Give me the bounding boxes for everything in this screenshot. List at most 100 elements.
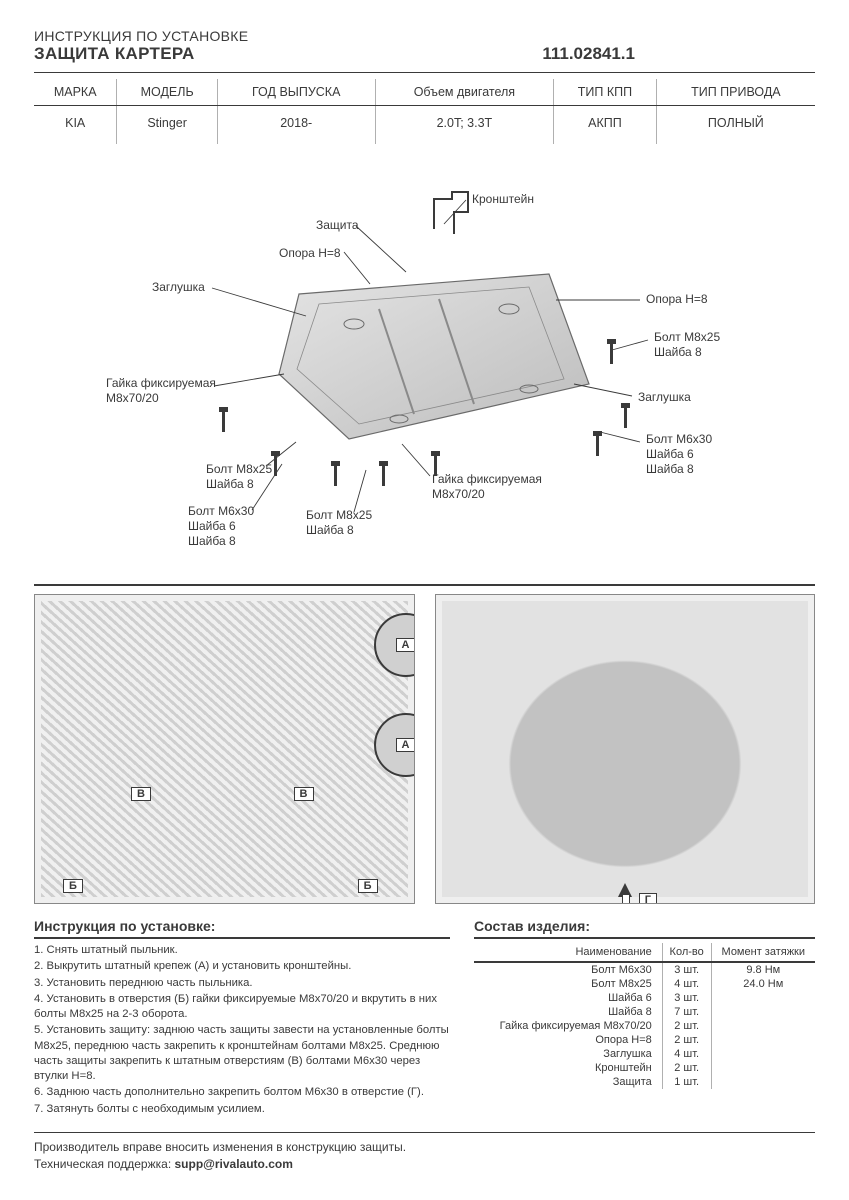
doc-title: ЗАЩИТА КАРТЕРА bbox=[34, 44, 542, 64]
callout-support2: Опора H=8 bbox=[646, 292, 708, 307]
part-torque bbox=[711, 1033, 815, 1047]
parts-col: Кол-во bbox=[662, 943, 711, 962]
parts-row: Гайка фиксируемая M8x70/202 шт. bbox=[474, 1019, 815, 1033]
instruction-step: 2. Выкрутить штатный крепеж (А) и устано… bbox=[34, 959, 450, 974]
arrow-g-icon bbox=[618, 883, 632, 897]
part-torque bbox=[711, 1061, 815, 1075]
support-label: Техническая поддержка: bbox=[34, 1157, 174, 1171]
disclaimer: Производитель вправе вносить изменения в… bbox=[34, 1139, 815, 1156]
callout-bolt825c: Болт M8x25Шайба 8 bbox=[306, 508, 372, 538]
callout-bolt825b: Болт M8x25Шайба 8 bbox=[206, 462, 272, 492]
part-name: Болт M8x25 bbox=[474, 977, 662, 991]
callout-bolt630b: Болт M6x30Шайба 6Шайба 8 bbox=[188, 504, 254, 549]
part-name: Опора H=8 bbox=[474, 1033, 662, 1047]
header-rule bbox=[34, 72, 815, 73]
spec-header-row: МАРКА МОДЕЛЬ ГОД ВЫПУСКА Объем двигателя… bbox=[34, 79, 815, 106]
bottom-section: Инструкция по установке: 1. Снять штатны… bbox=[34, 918, 815, 1118]
spec-cell: ПОЛНЫЙ bbox=[656, 106, 815, 145]
part-torque bbox=[711, 991, 815, 1005]
part-qty: 3 шт. bbox=[662, 962, 711, 977]
instruction-step: 3. Установить переднюю часть пыльника. bbox=[34, 976, 450, 991]
exploded-diagram: Кронштейн Защита Опора H=8 Заглушка Опора H=… bbox=[34, 154, 815, 574]
spec-col: ТИП ПРИВОДА bbox=[656, 79, 815, 106]
part-name: Болт M6x30 bbox=[474, 962, 662, 977]
part-torque bbox=[711, 1075, 815, 1089]
callout-bolt630a: Болт M6x30Шайба 6Шайба 8 bbox=[646, 432, 712, 477]
parts-row: Болт M8x254 шт.24.0 Нм bbox=[474, 977, 815, 991]
part-qty: 2 шт. bbox=[662, 1019, 711, 1033]
callout-bolt825a: Болт M8x25Шайба 8 bbox=[654, 330, 720, 360]
part-name: Шайба 8 bbox=[474, 1005, 662, 1019]
bolt-glyph bbox=[610, 342, 613, 364]
part-torque: 24.0 Нм bbox=[711, 977, 815, 991]
spec-col: ТИП КПП bbox=[554, 79, 657, 106]
parts-row: Защита1 шт. bbox=[474, 1075, 815, 1089]
parts-col: Наименование bbox=[474, 943, 662, 962]
bolt-glyph bbox=[334, 464, 337, 486]
bolt-glyph bbox=[382, 464, 385, 486]
part-qty: 1 шт. bbox=[662, 1075, 711, 1089]
part-qty: 3 шт. bbox=[662, 991, 711, 1005]
spec-cell: 2.0T; 3.3T bbox=[375, 106, 554, 145]
callout-support1: Опора H=8 bbox=[279, 246, 341, 261]
parts-row: Кронштейн2 шт. bbox=[474, 1061, 815, 1075]
part-name: Шайба 6 bbox=[474, 991, 662, 1005]
bolt-glyph bbox=[274, 454, 277, 476]
header: ИНСТРУКЦИЯ ПО УСТАНОВКЕ ЗАЩИТА КАРТЕРА 1… bbox=[34, 28, 815, 64]
skid-plate-drawing bbox=[259, 264, 599, 454]
footer: Производитель вправе вносить изменения в… bbox=[34, 1132, 815, 1173]
part-torque bbox=[711, 1019, 815, 1033]
badge-v: В bbox=[294, 787, 314, 801]
bolt-glyph bbox=[596, 434, 599, 456]
spec-data-row: KIA Stinger 2018- 2.0T; 3.3T АКПП ПОЛНЫЙ bbox=[34, 106, 815, 145]
part-name: Заглушка bbox=[474, 1047, 662, 1061]
part-name: Кронштейн bbox=[474, 1061, 662, 1075]
spec-table: МАРКА МОДЕЛЬ ГОД ВЫПУСКА Объем двигателя… bbox=[34, 79, 815, 144]
mid-rule bbox=[34, 584, 815, 586]
callout-shield: Защита bbox=[316, 218, 359, 233]
install-photos: А А Б Б В В Г bbox=[34, 594, 815, 904]
badge-v: В bbox=[131, 787, 151, 801]
parts-heading: Состав изделия: bbox=[474, 918, 815, 939]
part-torque bbox=[711, 1047, 815, 1061]
part-name: Защита bbox=[474, 1075, 662, 1089]
badge-a: А bbox=[396, 638, 415, 652]
photo-underside-installed: Г bbox=[435, 594, 816, 904]
instructions-heading: Инструкция по установке: bbox=[34, 918, 450, 939]
part-qty: 2 шт. bbox=[662, 1061, 711, 1075]
part-number: 111.02841.1 bbox=[542, 44, 635, 64]
badge-g: Г bbox=[639, 893, 657, 904]
doc-subtitle: ИНСТРУКЦИЯ ПО УСТАНОВКЕ bbox=[34, 28, 542, 44]
instruction-step: 1. Снять штатный пыльник. bbox=[34, 943, 450, 958]
part-qty: 4 шт. bbox=[662, 977, 711, 991]
spec-col: МАРКА bbox=[34, 79, 117, 106]
instruction-step: 5. Установить защиту: заднюю часть защит… bbox=[34, 1023, 450, 1084]
callout-nut1: Гайка фиксируемаяM8x70/20 bbox=[106, 376, 216, 406]
callout-nut2: Гайка фиксируемаяM8x70/20 bbox=[432, 472, 542, 502]
parts-row: Болт M6x303 шт.9.8 Нм bbox=[474, 962, 815, 977]
instruction-step: 7. Затянуть болты с необходимым усилием. bbox=[34, 1102, 450, 1117]
callout-bracket: Кронштейн bbox=[472, 192, 534, 207]
bolt-glyph bbox=[624, 406, 627, 428]
spec-col: МОДЕЛЬ bbox=[117, 79, 217, 106]
part-torque: 9.8 Нм bbox=[711, 962, 815, 977]
support-email: supp@rivalauto.com bbox=[174, 1157, 292, 1171]
spec-cell: 2018- bbox=[217, 106, 375, 145]
parts-table: Наименование Кол-во Момент затяжки Болт … bbox=[474, 943, 815, 1089]
parts-row: Шайба 87 шт. bbox=[474, 1005, 815, 1019]
badge-b: Б bbox=[63, 879, 83, 893]
part-qty: 7 шт. bbox=[662, 1005, 711, 1019]
spec-col: ГОД ВЫПУСКА bbox=[217, 79, 375, 106]
parts-row: Шайба 63 шт. bbox=[474, 991, 815, 1005]
badge-a: А bbox=[396, 738, 415, 752]
part-name: Гайка фиксируемая M8x70/20 bbox=[474, 1019, 662, 1033]
photo-underside-before: А А Б Б В В bbox=[34, 594, 415, 904]
parts-col: Момент затяжки bbox=[711, 943, 815, 962]
callout-plug2: Заглушка bbox=[638, 390, 691, 405]
spec-cell: АКПП bbox=[554, 106, 657, 145]
badge-b: Б bbox=[358, 879, 378, 893]
spec-col: Объем двигателя bbox=[375, 79, 554, 106]
instructions-steps: 1. Снять штатный пыльник.2. Выкрутить шт… bbox=[34, 943, 450, 1117]
spec-cell: KIA bbox=[34, 106, 117, 145]
instruction-step: 6. Заднюю часть дополнительно закрепить … bbox=[34, 1085, 450, 1100]
